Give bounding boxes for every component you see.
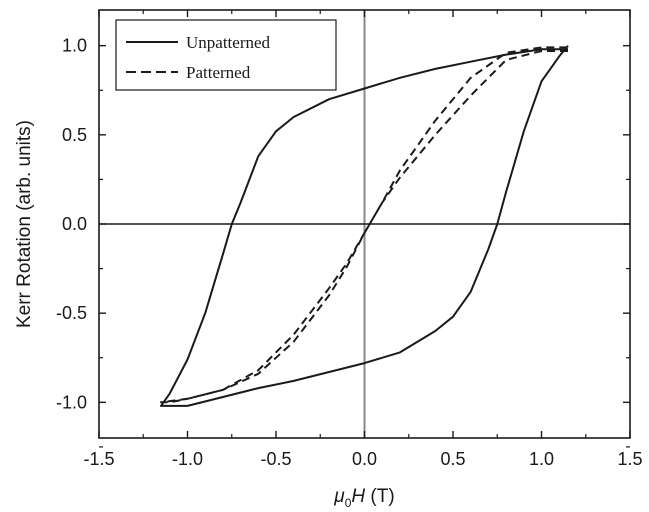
reference-lines xyxy=(99,10,630,438)
x-tick-label: 0.5 xyxy=(440,449,465,469)
x-tick-label: 1.0 xyxy=(529,449,554,469)
y-tick-label: 0.5 xyxy=(62,125,87,145)
x-tick-label: -0.5 xyxy=(260,449,291,469)
axis-tick-labels: -1.5 -1.0 -0.5 0.0 0.5 1.0 1.5 -1.0 -0.5 0.0 0.5 1.… xyxy=(56,36,643,469)
y-tick-label: 0.0 xyxy=(62,214,87,234)
legend: Unpatterned Patterned xyxy=(115,19,337,91)
y-tick-label: -1.0 xyxy=(56,392,87,412)
legend-label-unpatterned: Unpatterned xyxy=(186,33,271,52)
legend-items: Unpatterned Patterned xyxy=(126,33,271,82)
y-tick-label: 1.0 xyxy=(62,36,87,56)
y-axis-title: Kerr Rotation (arb. units) xyxy=(14,120,35,328)
axis-ticks xyxy=(98,10,631,448)
legend-label-patterned: Patterned xyxy=(186,63,251,82)
x-axis-title: μ0H (T) xyxy=(333,486,394,510)
series-layer xyxy=(160,45,569,407)
x-tick-label: 0.0 xyxy=(352,449,377,469)
y-tick-label: -0.5 xyxy=(56,303,87,323)
series-unpatterned-line xyxy=(160,45,569,407)
legend-box xyxy=(115,19,337,91)
x-tick-label: -1.0 xyxy=(172,449,203,469)
x-tick-label: 1.5 xyxy=(617,449,642,469)
series-patterned-line xyxy=(160,46,568,404)
x-tick-label: -1.5 xyxy=(83,449,114,469)
